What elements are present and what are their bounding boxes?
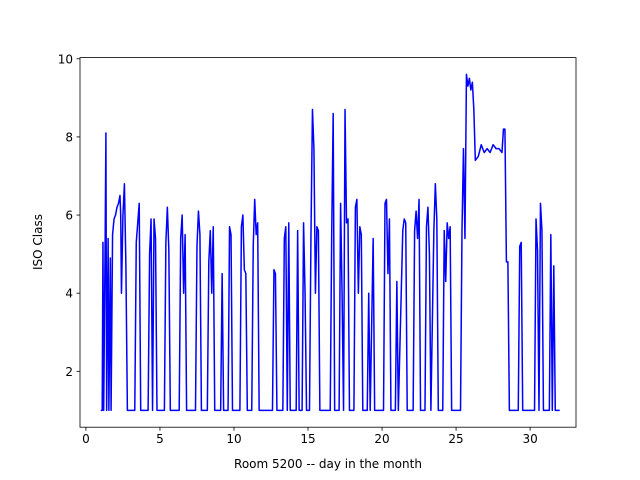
- x-tick-label: 20: [374, 432, 389, 446]
- x-tick-label: 30: [522, 432, 537, 446]
- data-line: [100, 73, 560, 412]
- y-tick-label: 10: [58, 52, 73, 66]
- y-tick-label: 2: [65, 365, 73, 379]
- y-tick-label: 6: [65, 209, 73, 223]
- plot-area: [100, 73, 560, 412]
- x-tick-label: 0: [82, 432, 90, 446]
- y-tick-label: 4: [65, 287, 73, 301]
- x-tick-label: 15: [300, 432, 315, 446]
- y-tick-label: 8: [65, 130, 73, 144]
- axes-frame: [79, 57, 577, 428]
- x-axis-label: Room 5200 -- day in the month: [234, 457, 422, 471]
- x-tick-label: 10: [226, 432, 241, 446]
- x-tick-label: 25: [448, 432, 463, 446]
- y-axis-label: ISO Class: [31, 214, 45, 270]
- x-tick-label: 5: [156, 432, 164, 446]
